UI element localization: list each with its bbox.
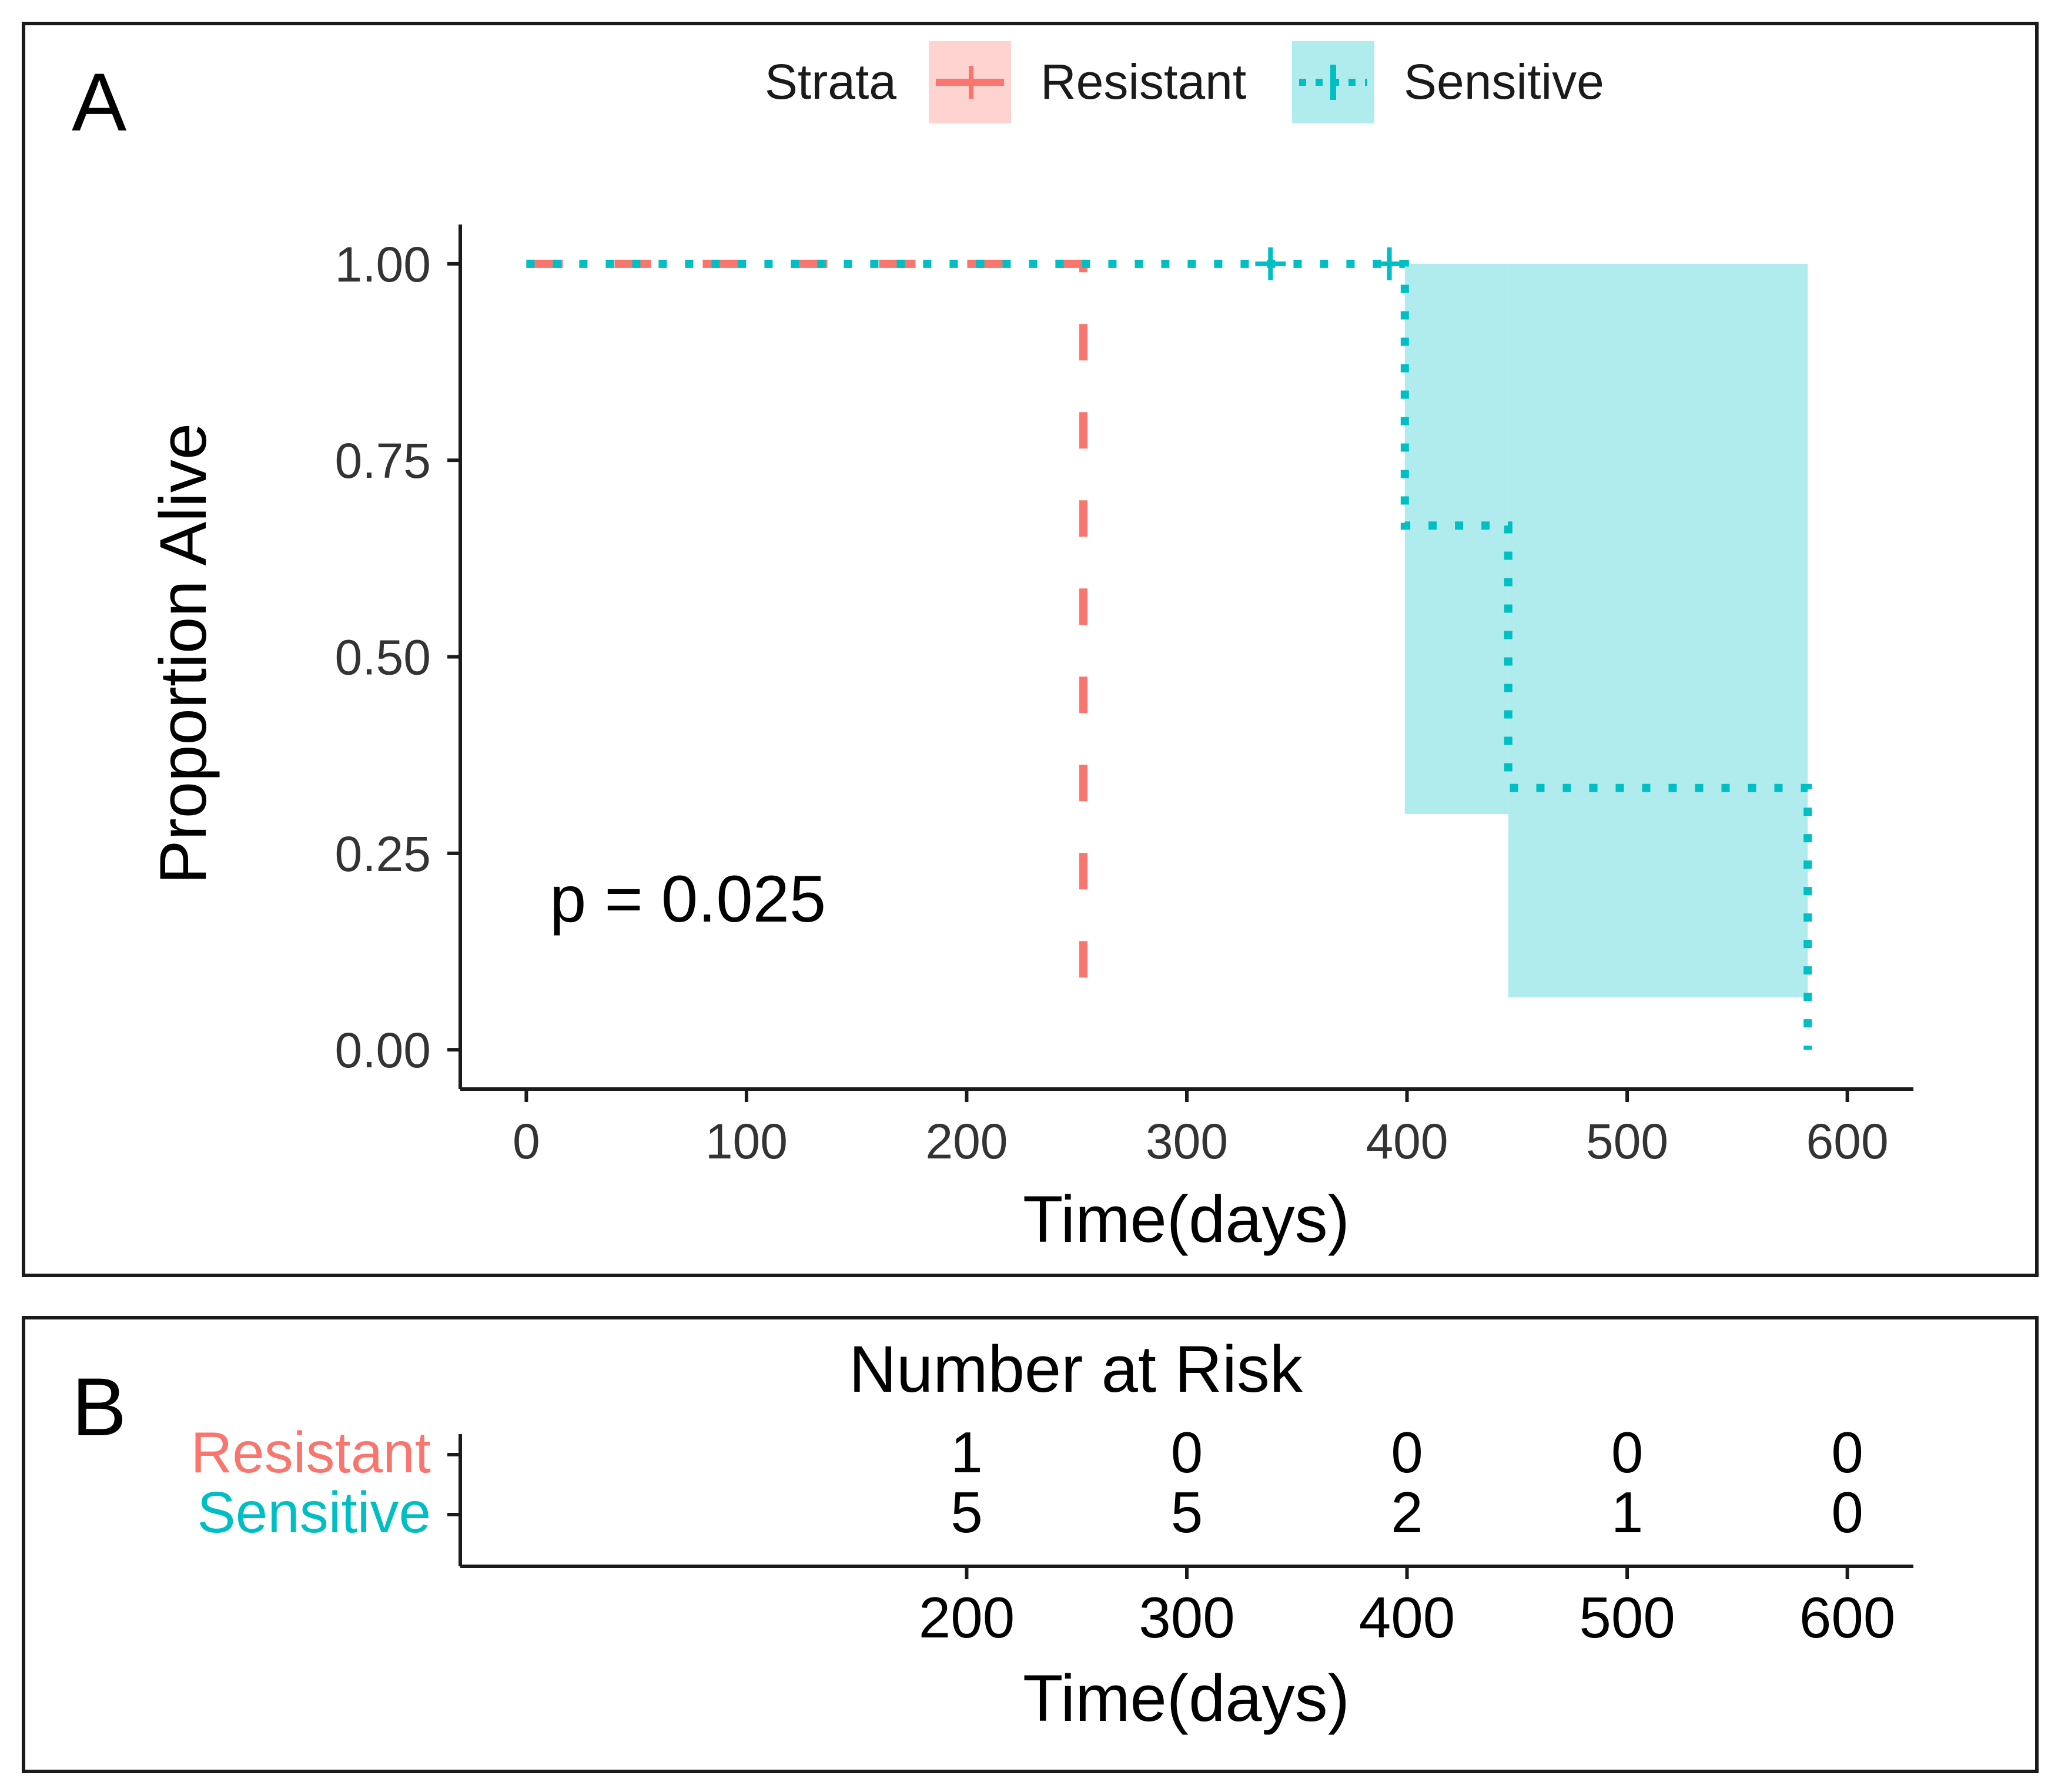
risk-table-x-axis-title: Time(days) [1023,1662,1350,1735]
x-tick-label: 200 [925,1114,1008,1169]
risk-row-label-sensitive: Sensitive [197,1480,431,1545]
censor-mark-sensitive [1255,247,1286,280]
x-axis-ticks: 0 100 200 300 400 500 600 [513,1089,1889,1169]
risk-count-resistant: 0 [1611,1420,1644,1485]
risk-table-x-ticks: 200 300 400 500 600 [919,1566,1896,1650]
risk-count-resistant: 0 [1391,1420,1423,1485]
risk-count-sensitive: 2 [1391,1480,1423,1545]
legend: Strata Resistant Sensitive [765,41,1604,123]
censor-marks [1255,247,1405,280]
x-tick-label: 0 [513,1114,540,1169]
km-plot: 0.00 0.25 0.50 0.75 1.00 0 100 200 300 400 500 600… [146,225,1913,1256]
risk-table-panel: B Number at Risk Resistant 1 0 0 0 0Sensitive… [22,1316,2039,1773]
risk-x-tick-label: 500 [1579,1585,1675,1650]
y-tick-label: 0.75 [335,433,431,488]
x-tick-label: 500 [1586,1114,1668,1169]
risk-row-label-resistant: Resistant [190,1420,431,1485]
y-tick-label: 0.00 [335,1023,431,1078]
x-axis-title: Time(days) [1023,1183,1350,1256]
legend-label-sensitive: Sensitive [1404,54,1604,109]
x-tick-label: 100 [705,1114,788,1169]
risk-count-resistant: 0 [1171,1420,1203,1485]
risk-table-title: Number at Risk [849,1332,1303,1406]
survival-panel: A Strata Resistant Sensitive 0.00 0.25 0.5… [22,22,2039,1277]
risk-x-tick-label: 600 [1799,1585,1896,1650]
x-tick-label: 400 [1366,1114,1448,1169]
risk-count-sensitive: 5 [951,1480,983,1545]
x-tick-label: 300 [1146,1114,1228,1169]
y-tick-label: 1.00 [335,237,431,292]
x-tick-label: 600 [1806,1114,1889,1169]
legend-title: Strata [765,54,896,109]
panel-a-frame [22,22,2039,1277]
panel-b-label: B [72,1361,126,1453]
risk-x-tick-label: 400 [1359,1585,1455,1650]
y-axis-ticks: 0.00 0.25 0.50 0.75 1.00 [335,237,460,1078]
y-tick-label: 0.50 [335,630,431,685]
risk-x-tick-label: 300 [1139,1585,1235,1650]
panel-b-frame [22,1316,2039,1773]
censor-mark-sensitive [1374,247,1405,280]
confidence-bands [1404,263,1808,997]
risk-count-resistant: 0 [1831,1420,1863,1485]
legend-label-resistant: Resistant [1040,54,1246,109]
risk-count-sensitive: 5 [1171,1480,1203,1545]
y-axis-title: Proportion Alive [146,423,220,884]
curve-sensitive [526,259,1812,1050]
panel-a-label: A [72,56,127,148]
risk-count-sensitive: 1 [1611,1480,1644,1545]
legend-item-resistant: Resistant [929,41,1246,123]
risk-count-sensitive: 0 [1831,1480,1863,1545]
y-tick-label: 0.25 [335,826,431,882]
p-value: p = 0.025 [550,862,826,936]
ci-band-sensitive-0 [1404,263,1508,814]
legend-item-sensitive: Sensitive [1292,41,1604,123]
risk-x-tick-label: 200 [919,1585,1015,1650]
survival-curves [526,259,1812,1050]
ci-band-sensitive-1 [1508,263,1808,997]
risk-count-resistant: 1 [951,1420,983,1485]
